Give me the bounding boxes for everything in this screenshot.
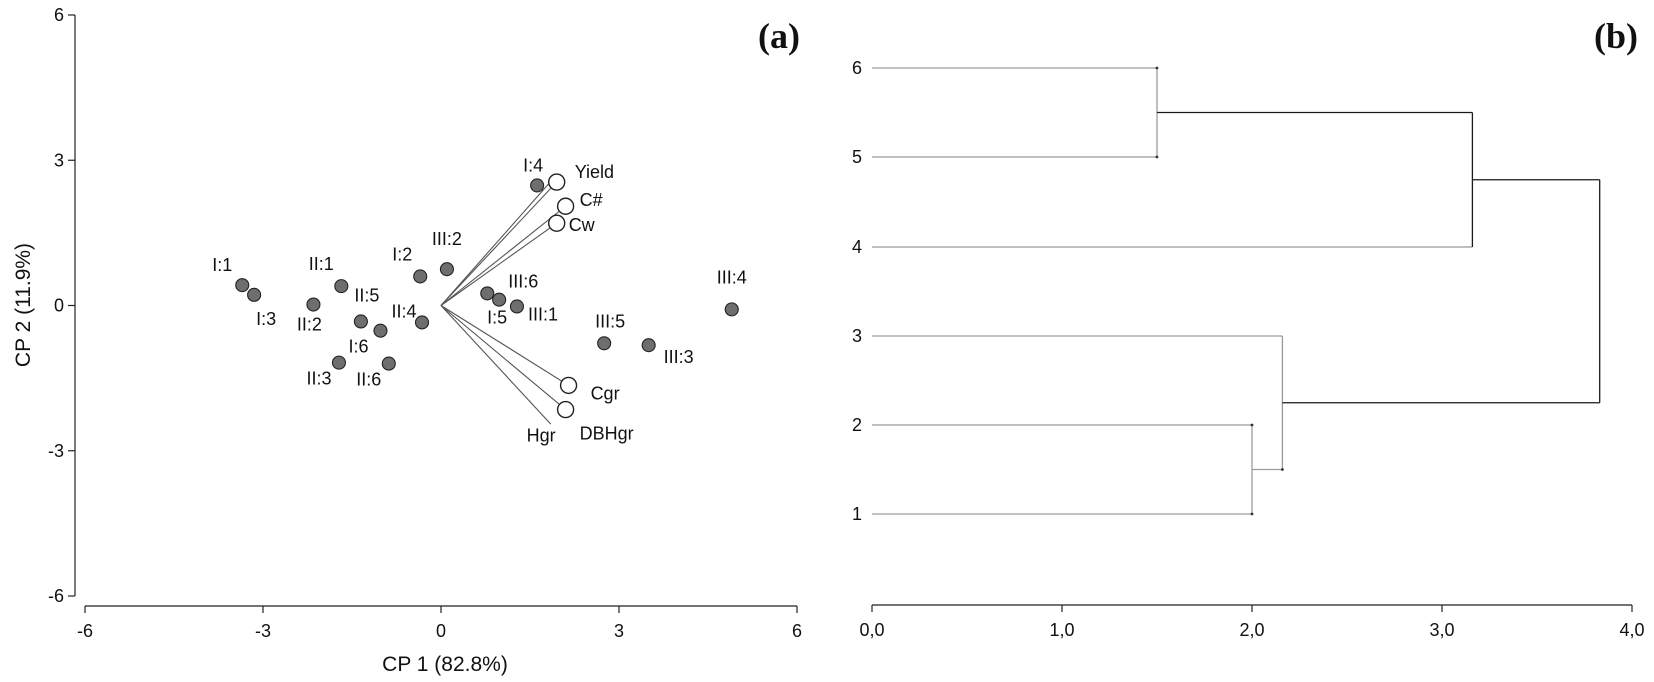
biplot-points: I:1 I:3 II:1 II:2 II:5 II:4 I:6 II:3 II:6 I:2 III:… bbox=[212, 155, 747, 389]
dendrogram-leaf-label: 5 bbox=[852, 147, 862, 167]
biplot-point bbox=[381, 356, 396, 371]
biplot-point bbox=[480, 286, 495, 301]
biplot-vector-label: Cw bbox=[569, 215, 596, 235]
biplot-point bbox=[334, 279, 349, 294]
dendrogram-x-tick-label: 2,0 bbox=[1239, 620, 1264, 640]
biplot-vector-line bbox=[440, 305, 566, 411]
biplot-y-tick-label: -6 bbox=[48, 586, 64, 606]
biplot-x-axis-title: CP 1 (82.8%) bbox=[382, 653, 508, 676]
biplot-x-tick-label: -3 bbox=[255, 621, 271, 641]
biplot-vector-line bbox=[440, 174, 558, 306]
biplot-point-label: I:4 bbox=[523, 155, 543, 175]
biplot-point bbox=[306, 297, 321, 312]
biplot-x-tick-label: 3 bbox=[614, 621, 624, 641]
biplot-vector-marker bbox=[559, 376, 578, 395]
biplot-point bbox=[413, 269, 428, 284]
biplot-point-label: I:1 bbox=[212, 255, 232, 275]
biplot-vector-label: Yield bbox=[575, 162, 614, 182]
dendrogram-axes bbox=[871, 604, 1633, 612]
biplot-point-label: II:1 bbox=[309, 254, 334, 274]
biplot-point-label: III:5 bbox=[595, 311, 625, 331]
dendrogram-x-tick-label: 0,0 bbox=[859, 620, 884, 640]
biplot-axes bbox=[68, 14, 798, 613]
biplot-vector-marker bbox=[548, 173, 566, 191]
biplot-point-label: I:5 bbox=[487, 308, 507, 328]
biplot-x-tick-label: 6 bbox=[792, 621, 802, 641]
biplot-y-tick-label: 3 bbox=[54, 150, 64, 170]
biplot-vector-line bbox=[440, 205, 566, 306]
dendrogram-node bbox=[1281, 468, 1284, 471]
biplot-point-label: I:2 bbox=[392, 244, 412, 264]
biplot-point bbox=[235, 278, 250, 293]
biplot-y-tick-label: 6 bbox=[54, 5, 64, 25]
biplot-point-label: III:4 bbox=[717, 267, 747, 287]
biplot-point-label: I:6 bbox=[348, 337, 368, 357]
biplot-vector-line bbox=[440, 305, 552, 425]
biplot-point-label: II:5 bbox=[354, 285, 379, 305]
biplot-vector-line bbox=[440, 181, 558, 306]
panel-label-a: (a) bbox=[758, 16, 800, 56]
biplot-vector-label: Cgr bbox=[591, 383, 620, 403]
biplot-y-axis-title: CP 2 (11.9%) bbox=[12, 243, 35, 367]
dendrogram-x-tick-label: 1,0 bbox=[1049, 620, 1074, 640]
biplot-vector-line bbox=[440, 222, 558, 306]
biplot-vector-label: Hgr bbox=[527, 426, 556, 446]
biplot-point-label: II:3 bbox=[306, 369, 331, 389]
dendrogram-leaf-label: 4 bbox=[852, 237, 862, 257]
biplot-point bbox=[353, 314, 368, 329]
panel-label-b: (b) bbox=[1594, 16, 1638, 56]
biplot-point-label: III:2 bbox=[432, 229, 462, 249]
dendrogram-node bbox=[1250, 512, 1254, 516]
biplot-point bbox=[373, 323, 388, 338]
biplot-vectors: Yield C# Cw Cgr DBHgr Hgr bbox=[440, 162, 634, 446]
biplot-vector-line bbox=[440, 305, 569, 386]
biplot-point bbox=[530, 178, 545, 193]
dendrogram-leaf-label: 1 bbox=[852, 504, 862, 524]
biplot-point-label: II:6 bbox=[356, 370, 381, 390]
dendrogram-node bbox=[1250, 423, 1254, 427]
dendrogram-panel: 0,0 1,0 2,0 3,0 4,0 6 5 4 3 2 1 (b) bbox=[852, 16, 1645, 640]
biplot-point-label: II:2 bbox=[297, 315, 322, 335]
biplot-point bbox=[492, 292, 507, 307]
biplot-point bbox=[509, 299, 524, 314]
dendrogram-leaf-label: 2 bbox=[852, 415, 862, 435]
biplot-vector-marker bbox=[556, 400, 575, 419]
biplot-point bbox=[247, 287, 262, 302]
biplot-x-tick-label: -6 bbox=[77, 621, 93, 641]
biplot-point bbox=[724, 302, 739, 317]
biplot-point bbox=[331, 355, 346, 370]
dendrogram-x-tick-label: 3,0 bbox=[1429, 620, 1454, 640]
biplot-y-tick-label: -3 bbox=[48, 441, 64, 461]
biplot-y-tick-label: 0 bbox=[54, 296, 64, 316]
biplot-tick-labels: -6 -3 0 3 6 -6 -3 0 3 6 bbox=[48, 5, 802, 641]
biplot-vector-label: C# bbox=[580, 190, 603, 210]
dendrogram-branches bbox=[872, 66, 1601, 516]
biplot-point-label: III:1 bbox=[528, 304, 558, 324]
biplot-point bbox=[414, 315, 430, 330]
dendrogram-tick-labels: 0,0 1,0 2,0 3,0 4,0 6 5 4 3 2 1 bbox=[852, 58, 1645, 640]
biplot-point-label: III:3 bbox=[664, 347, 694, 367]
dendrogram-node bbox=[1155, 66, 1159, 70]
biplot-point bbox=[641, 338, 656, 353]
biplot-point-label: II:4 bbox=[392, 301, 417, 321]
biplot-vector-marker bbox=[556, 197, 575, 215]
biplot-x-tick-label: 0 bbox=[436, 621, 446, 641]
biplot-point bbox=[597, 336, 612, 351]
biplot-vector-label: DBHgr bbox=[580, 424, 634, 444]
biplot-vector-marker bbox=[548, 214, 566, 232]
dendrogram-x-tick-label: 4,0 bbox=[1619, 620, 1644, 640]
dendrogram-leaf-label: 6 bbox=[852, 58, 862, 78]
dendrogram-leaf-label: 3 bbox=[852, 326, 862, 346]
biplot-point-label: I:3 bbox=[256, 309, 276, 329]
dendrogram-node bbox=[1155, 155, 1159, 159]
biplot-point bbox=[439, 262, 454, 277]
biplot-point-label: III:6 bbox=[508, 271, 538, 291]
